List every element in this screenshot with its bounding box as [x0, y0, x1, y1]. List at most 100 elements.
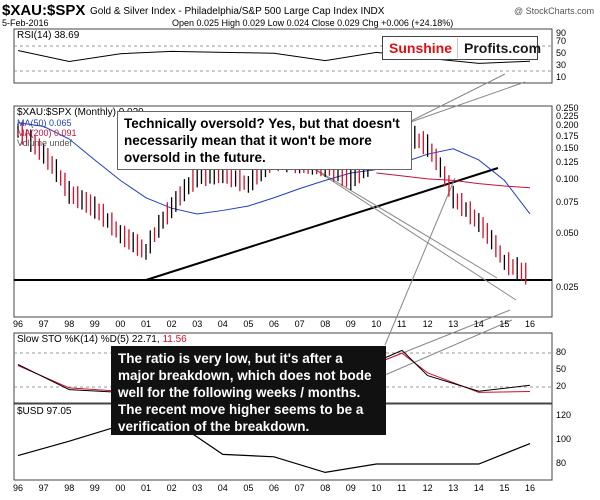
- x-tick-main-11: 11: [397, 319, 407, 329]
- stoch-d-value: 11.56: [162, 334, 187, 345]
- callout-pointer-4: [404, 81, 526, 125]
- main-tick-0.025: 0.025: [556, 282, 579, 293]
- ohlc-readout: Open 0.025 High 0.029 Low 0.024 Close 0.…: [172, 18, 454, 28]
- x-tick-main-97: 97: [38, 319, 49, 329]
- x-tick-main-09: 09: [345, 319, 356, 329]
- main-tick-0.175: 0.175: [556, 130, 579, 141]
- watermark: @ StockCharts.com: [514, 6, 595, 16]
- rsi-tick-30: 30: [556, 60, 567, 70]
- callout-oversold: Technically oversold? Yes, but that does…: [117, 111, 412, 170]
- usd-label: $USD 97.05: [17, 406, 72, 417]
- main-tick-0.150: 0.150: [556, 142, 579, 153]
- callout-breakdown: The ratio is very low, but it's after a …: [111, 346, 386, 435]
- x-tick-main-13: 13: [448, 319, 459, 329]
- callout-pointer-7: [384, 319, 513, 376]
- brand-part1: Sunshine: [383, 38, 459, 58]
- stoch-tick-80: 80: [556, 347, 567, 358]
- main-tick-0.075: 0.075: [556, 196, 579, 207]
- x-tick-bottom-07: 07: [294, 483, 305, 493]
- ma50-line: [17, 122, 531, 215]
- x-tick-bottom-09: 09: [345, 483, 356, 493]
- x-tick-bottom-97: 97: [38, 483, 49, 493]
- legend-item-2: Volume undef: [17, 138, 73, 148]
- brand-logo: Sunshine Profits.com: [382, 36, 541, 60]
- x-tick-main-98: 98: [64, 319, 75, 329]
- x-tick-bottom-15: 15: [499, 483, 510, 493]
- callout-pointer-5: [384, 177, 456, 346]
- stoch-tick-20: 20: [556, 380, 567, 391]
- rsi-tick-10: 10: [556, 72, 567, 82]
- stoch-label-prefix: Slow STO %K(14) %D(5): [17, 334, 132, 345]
- main-tick-0.250: 0.250: [556, 103, 579, 113]
- usd-tick-120: 120: [556, 410, 572, 420]
- legend-item-1: MA(200) 0.091: [17, 128, 77, 138]
- x-tick-bottom-12: 12: [422, 483, 433, 493]
- stoch-tick-50: 50: [556, 364, 567, 374]
- stoch-label: Slow STO %K(14) %D(5) 22.71, 11.56: [17, 334, 187, 345]
- ma200-line-group: [376, 172, 531, 189]
- x-tick-main-03: 03: [192, 319, 203, 329]
- x-tick-main-06: 06: [269, 319, 280, 329]
- x-tick-bottom-04: 04: [217, 483, 228, 493]
- main-tick-0.100: 0.100: [556, 174, 579, 185]
- x-tick-bottom-05: 05: [243, 483, 254, 493]
- x-tick-bottom-03: 03: [192, 483, 203, 493]
- x-tick-bottom-96: 96: [13, 483, 24, 493]
- rsi-tick-70: 70: [556, 36, 567, 46]
- x-tick-main-10: 10: [371, 319, 382, 329]
- callout-pointer-6: [384, 309, 511, 361]
- ma50-line-group: [17, 122, 531, 215]
- usd-tick-100: 100: [556, 434, 572, 444]
- chart-symbol: $XAU:$SPX: [2, 2, 86, 19]
- main-panel-border: [13, 105, 553, 318]
- trend-line: [145, 167, 499, 281]
- x-tick-bottom-01: 01: [141, 483, 152, 493]
- x-tick-main-14: 14: [473, 319, 484, 329]
- x-tick-bottom-11: 11: [397, 483, 407, 493]
- x-tick-bottom-14: 14: [473, 483, 484, 493]
- x-tick-bottom-13: 13: [448, 483, 459, 493]
- main-label: $XAU:$SPX (Monthly) 0.029: [17, 107, 144, 118]
- main-tick-0.125: 0.125: [556, 157, 579, 167]
- x-tick-bottom-06: 06: [269, 483, 280, 493]
- x-tick-main-15: 15: [499, 319, 510, 329]
- brand-part2: Profits.com: [464, 40, 542, 56]
- x-tick-bottom-02: 02: [166, 483, 177, 493]
- x-tick-bottom-08: 08: [320, 483, 331, 493]
- main-tick-0.225: 0.225: [556, 111, 579, 122]
- x-tick-main-96: 96: [13, 319, 24, 329]
- x-tick-main-12: 12: [422, 319, 433, 329]
- ma200-line: [376, 172, 531, 189]
- x-tick-main-07: 07: [294, 319, 305, 329]
- usd-tick-80: 80: [556, 458, 567, 468]
- callout-pointer-1: [299, 159, 498, 279]
- x-tick-main-08: 08: [320, 319, 331, 329]
- callout-pointer-2: [299, 159, 517, 301]
- x-tick-bottom-10: 10: [371, 483, 382, 493]
- x-tick-main-01: 01: [141, 319, 152, 329]
- stoch-k-value: 22.71: [131, 334, 157, 345]
- x-tick-bottom-00: 00: [115, 483, 126, 493]
- chart-description: Gold & Silver Index - Philadelphia/S&P 5…: [90, 6, 385, 17]
- x-tick-main-04: 04: [217, 319, 228, 329]
- x-tick-bottom-99: 99: [89, 483, 100, 493]
- rsi-panel-border: [13, 28, 553, 84]
- x-tick-main-05: 05: [243, 319, 254, 329]
- x-tick-main-16: 16: [525, 319, 536, 329]
- usd-series-line: [17, 418, 531, 474]
- legend-item-0: MA(50) 0.065: [17, 118, 72, 128]
- rsi-tick-90: 90: [556, 28, 567, 38]
- main-tick-0.050: 0.050: [556, 228, 579, 239]
- chart-date: 5-Feb-2016: [2, 18, 49, 28]
- main-tick-0.200: 0.200: [556, 120, 579, 131]
- x-tick-main-99: 99: [89, 319, 100, 329]
- x-tick-bottom-98: 98: [64, 483, 75, 493]
- rsi-label: RSI(14) 38.69: [17, 30, 80, 41]
- rsi-tick-50: 50: [556, 48, 567, 58]
- x-tick-main-02: 02: [166, 319, 177, 329]
- callout-pointer-3: [404, 73, 506, 125]
- usd-line-group: [17, 418, 531, 474]
- x-tick-main-00: 00: [115, 319, 126, 329]
- x-tick-bottom-16: 16: [525, 483, 536, 493]
